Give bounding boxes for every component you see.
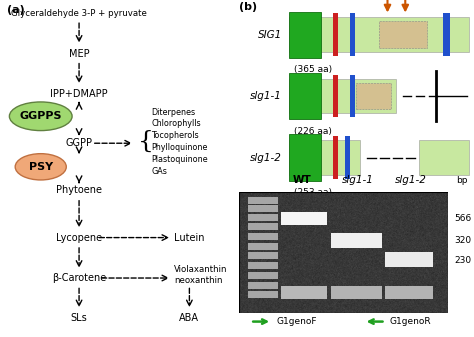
Bar (443, 13, 450, 56)
Text: (b): (b) (239, 2, 257, 12)
Text: 230: 230 (454, 255, 471, 265)
Bar (289, 134, 321, 181)
Bar (349, 13, 355, 56)
Text: slg1-2: slg1-2 (250, 153, 282, 162)
Text: IPP+DMAPP: IPP+DMAPP (50, 89, 108, 99)
Text: Lutein: Lutein (174, 233, 205, 243)
Text: SIG1: SIG1 (258, 30, 282, 39)
Text: ABA: ABA (179, 313, 200, 324)
Text: (253 aa): (253 aa) (294, 188, 332, 197)
Text: GGPPS: GGPPS (19, 111, 62, 121)
Bar (289, 79, 396, 113)
Text: Phytoene: Phytoene (56, 185, 102, 195)
Text: 320: 320 (454, 236, 471, 245)
Text: {: { (138, 130, 154, 153)
Bar (379, 21, 427, 48)
Text: Diterpenes
Chlorophylls
Tocopherols
Phylloquinone
Plastoquinone
GAs: Diterpenes Chlorophylls Tocopherols Phyl… (151, 108, 208, 176)
Bar (289, 17, 469, 52)
Bar (289, 140, 360, 175)
Text: MEP: MEP (69, 49, 90, 59)
Text: SLs: SLs (71, 313, 87, 324)
Text: (a): (a) (7, 5, 25, 15)
Bar (356, 83, 391, 110)
Bar (289, 11, 321, 58)
Ellipse shape (15, 154, 66, 180)
Bar (419, 140, 469, 175)
Text: G1genoR: G1genoR (390, 317, 431, 326)
Text: β-Carotene: β-Carotene (52, 273, 106, 283)
Text: (226 aa): (226 aa) (294, 127, 332, 136)
Bar (333, 136, 338, 179)
Bar (349, 75, 355, 117)
Text: 566: 566 (454, 214, 472, 223)
Ellipse shape (9, 102, 72, 130)
Text: Glyceraldehyde 3-P + pyruvate: Glyceraldehyde 3-P + pyruvate (11, 9, 147, 18)
Bar (333, 75, 338, 117)
Bar (289, 73, 321, 119)
Bar (333, 13, 338, 56)
Text: G1genoF: G1genoF (276, 317, 317, 326)
Text: PSY: PSY (29, 162, 53, 172)
Text: Violaxanthin
neoxanthin: Violaxanthin neoxanthin (174, 265, 228, 285)
Bar (345, 136, 350, 179)
Text: WT: WT (292, 175, 311, 185)
Text: (365 aa): (365 aa) (294, 65, 332, 74)
Text: bp: bp (456, 176, 468, 185)
Text: slg1-1: slg1-1 (250, 91, 282, 101)
Text: Lycopene: Lycopene (56, 233, 102, 243)
Text: GGPP: GGPP (65, 138, 92, 148)
Text: slg1-1: slg1-1 (342, 175, 374, 185)
Text: slg1-2: slg1-2 (394, 175, 426, 185)
